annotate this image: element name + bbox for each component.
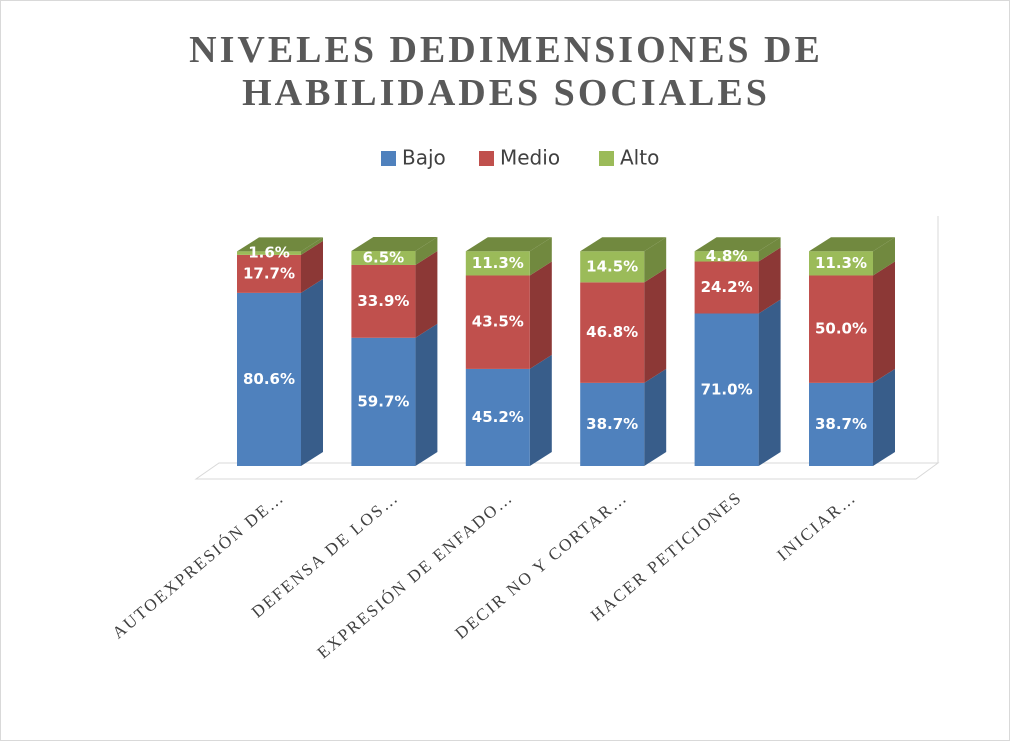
value-label: 11.3% [815,254,867,272]
bar-side [301,237,323,255]
legend-label: Alto [620,146,659,170]
bar [694,313,759,466]
value-label: 14.5% [586,257,638,275]
bar [351,264,416,338]
value-label: 71.0% [701,380,753,398]
bar-side [873,261,895,383]
value-label: 80.6% [243,370,295,388]
bar-side [644,237,667,283]
bar [809,251,873,276]
value-label: 4.8% [706,247,748,265]
bar [580,251,645,283]
bar [694,261,759,314]
bar-side [644,368,667,466]
value-label: 59.7% [357,392,409,410]
bar-side [415,250,438,338]
bar [694,251,759,262]
value-label: 50.0% [815,320,867,338]
bar-side [415,237,438,265]
bar-side [529,354,552,466]
bar-side [301,240,323,293]
value-label: 6.5% [363,248,405,266]
bar [351,337,416,466]
value-label: 17.7% [243,264,295,282]
x-tick-label: INICIAR… [773,488,860,565]
bar [465,368,530,466]
legend-swatch [479,151,494,166]
legend-label: Medio [500,146,560,170]
bar [465,251,530,276]
bar [580,282,645,383]
value-label: 46.8% [586,323,638,341]
value-label: 33.9% [357,292,409,310]
value-label: 24.2% [701,278,753,296]
bar-side [758,299,781,466]
bar-side [644,268,667,383]
bar-side [301,278,323,466]
value-label: 45.2% [472,408,524,426]
bar [580,382,645,466]
bar [809,382,873,466]
bar-top [809,237,895,252]
value-label: 43.5% [472,313,524,331]
value-label: 11.3% [472,254,524,272]
bar [465,275,530,369]
bar [351,251,416,265]
value-label: 38.7% [586,415,638,433]
bar-side [529,237,552,276]
bar-side [415,323,438,466]
bar-top [237,237,323,252]
bar [809,275,873,383]
bar [237,292,301,466]
bar-top [694,237,781,252]
bar-side [873,237,895,276]
legend-label: Bajo [402,146,446,170]
bar-top [351,237,438,251]
bar-side [758,237,781,262]
bar-side [529,261,552,369]
legend-swatch [381,151,396,166]
chart-title: NIVELES DEDIMENSIONES DE HABILIDADES SOC… [189,29,823,114]
bar [237,251,301,255]
x-tick-label: EXPRESIÓN DE ENFADO… [314,488,517,663]
bar-side [873,368,895,466]
value-label: 38.7% [815,415,867,433]
bar-top [580,237,667,252]
bar-side [758,247,781,314]
bar [237,254,301,293]
bar-top [465,237,552,252]
legend-swatch [599,151,614,166]
value-label: 1.6% [248,244,290,262]
